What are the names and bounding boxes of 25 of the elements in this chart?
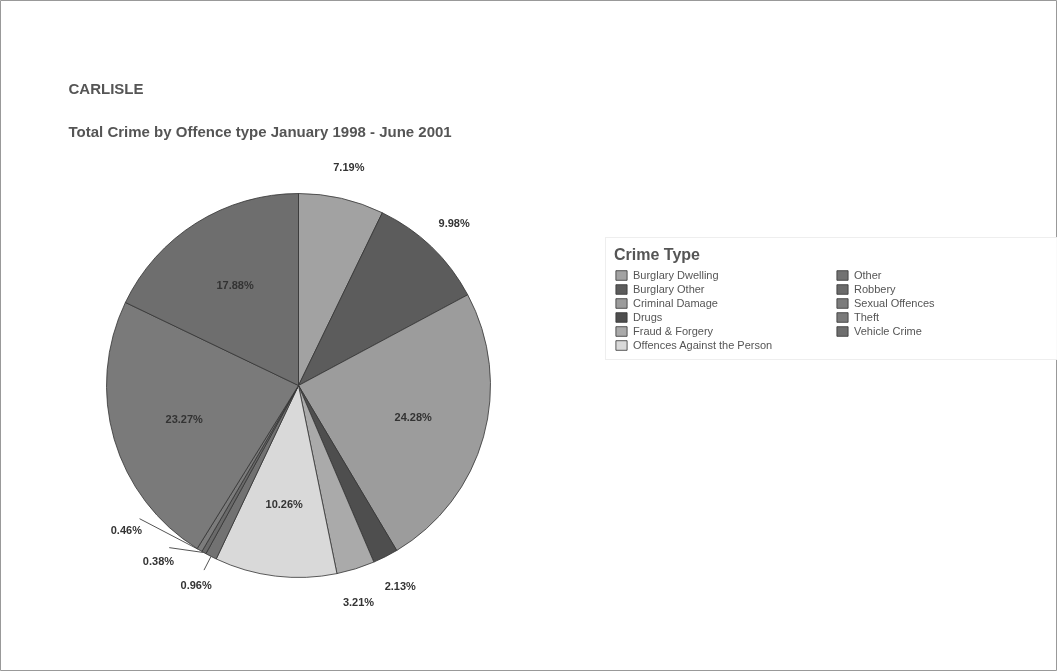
data-label: 0.96%	[180, 579, 212, 592]
data-label: 7.19%	[333, 160, 365, 173]
legend-label: Other	[854, 269, 883, 281]
legend-label: Offences Against the Person	[633, 339, 774, 351]
legend-label: Robbery	[854, 283, 897, 295]
data-label: 9.98%	[438, 217, 470, 230]
legend-title: Crime Type	[614, 246, 701, 264]
data-label: 23.27%	[165, 412, 204, 425]
legend-label: Fraud & Forgery	[633, 325, 715, 337]
legend-label: Sexual Offences	[854, 297, 936, 309]
legend-label: Criminal Damage	[633, 297, 719, 309]
data-label: 0.46%	[110, 523, 143, 536]
data-label: 3.21%	[342, 595, 375, 608]
data-label: 0.38%	[142, 555, 175, 568]
chart-title: CARLISLE	[68, 80, 144, 97]
data-label: 2.13%	[384, 579, 417, 592]
legend-label: Drugs	[633, 311, 664, 323]
data-label: 17.88%	[216, 278, 254, 291]
data-label: 24.28%	[394, 411, 433, 424]
legend-label: Burglary Other	[633, 283, 706, 295]
legend-label: Theft	[854, 311, 881, 323]
data-label: 10.26%	[265, 497, 304, 510]
chart-subtitle: Total Crime by Offence type January 1998 - June 2001	[68, 123, 452, 140]
legend-label: Vehicle Crime	[854, 325, 923, 337]
legend-label: Burglary Dwelling	[633, 269, 720, 281]
